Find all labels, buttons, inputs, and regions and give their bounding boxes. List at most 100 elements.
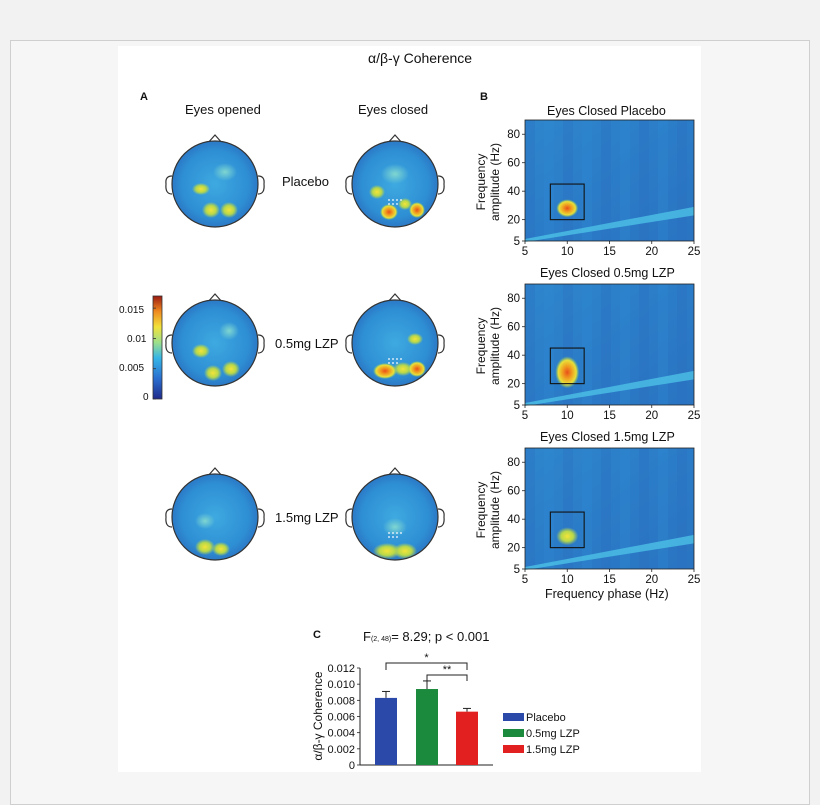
head-ear-left <box>345 508 353 528</box>
col-label-eyes-closed: Eyes closed <box>358 102 429 117</box>
cluster-dot <box>392 536 394 538</box>
topomap-hotspot <box>393 362 413 376</box>
roi-box <box>549 183 585 221</box>
x-tick-label: 25 <box>688 574 701 586</box>
x-tick-label: 20 <box>645 574 658 586</box>
y-tick-label: 5 <box>514 236 520 248</box>
comodulogram: 80 60 40 20 55 10 15 20 25 Frequency amplitude (Hz… <box>474 447 701 586</box>
cluster-dot <box>388 203 390 205</box>
sig-inner-label: ** <box>443 664 452 676</box>
x-tick-label: 25 <box>688 246 701 258</box>
head-surface <box>172 474 258 560</box>
y-tick-label: 5 <box>514 564 520 576</box>
y-tick-label: 40 <box>507 186 520 198</box>
topomap-head <box>345 293 445 387</box>
y-tick-label: 20 <box>507 543 520 555</box>
spec-title-placebo: Eyes Closed Placebo <box>547 104 666 118</box>
topomaps <box>165 134 445 561</box>
sig-bracket-inner <box>426 674 468 681</box>
legend-swatch <box>503 713 524 721</box>
coupling-hotspot <box>556 199 579 218</box>
panel-c-letter: C <box>313 629 321 641</box>
comodulogram-texture <box>582 120 592 241</box>
sig-bracket-outer <box>385 662 468 670</box>
col-label-eyes-opened: Eyes opened <box>185 102 261 117</box>
colorbar-tick-0015: 0.015 <box>119 305 145 316</box>
y-axis-label-line1: Frequency <box>474 318 488 375</box>
x-tick-label: 5 <box>522 410 528 422</box>
head-outline <box>171 299 259 387</box>
x-tick-label: 10 <box>561 246 574 258</box>
anova-stat-value: = 8.29; p < 0.001 <box>391 629 490 644</box>
head-ear-left <box>165 508 173 528</box>
bar-y-tick-label: 0.010 <box>327 679 355 691</box>
head-outline <box>171 140 259 228</box>
y-tick-label: 40 <box>507 514 520 526</box>
bar-y-tick-label: 0.006 <box>327 712 355 724</box>
topomap-hotspot <box>212 542 230 556</box>
comodulogram-texture <box>563 120 573 241</box>
cluster-dot <box>392 532 394 534</box>
bar-y-axis-label: α/β-γ Coherence <box>311 671 325 761</box>
y-tick-label: 60 <box>507 158 520 170</box>
cluster-dot <box>400 199 402 201</box>
head-outline <box>351 299 439 387</box>
roi-box <box>549 511 585 549</box>
row-label-placebo: Placebo <box>282 174 329 189</box>
x-tick-label: 20 <box>645 410 658 422</box>
bar <box>375 697 397 765</box>
y-tick-label: 80 <box>507 457 520 469</box>
comodulogram-texture <box>582 284 592 405</box>
comodulogram-texture <box>620 448 630 569</box>
cluster-dot <box>396 358 398 360</box>
comodulogram-texture <box>544 448 554 569</box>
comodulogram: 80 60 40 20 55 10 15 20 25 Frequency amplitude (Hz… <box>474 119 701 258</box>
topomap-hotspot <box>192 183 210 195</box>
topomap-hotspot <box>380 204 398 220</box>
x-tick-label: 10 <box>561 410 574 422</box>
topomap-hotspot <box>192 344 210 358</box>
topomap-hotspot <box>373 363 397 379</box>
cluster-dot <box>396 199 398 201</box>
topomap-hotspot <box>195 539 215 555</box>
head-ear-right <box>437 334 445 354</box>
topomap-hotspot <box>222 361 240 377</box>
anova-stat: F(2, 48)= 8.29; p < 0.001 <box>363 629 490 644</box>
comodulogram-texture <box>658 120 668 241</box>
comodulogram-texture <box>677 448 687 569</box>
bar <box>416 689 438 765</box>
comodulogram-texture <box>620 120 630 241</box>
head-ear-right <box>257 508 265 528</box>
comodulogram-texture <box>582 448 592 569</box>
head-ear-right <box>437 508 445 528</box>
cluster-dot <box>392 199 394 201</box>
comodulogram-texture <box>639 284 649 405</box>
comodulogram-texture <box>601 448 611 569</box>
comodulogram-texture <box>601 284 611 405</box>
cluster-dot <box>392 203 394 205</box>
bar-y-tick-label: 0 <box>349 760 355 772</box>
topomap-head <box>165 134 265 228</box>
coupling-hotspot <box>555 356 580 389</box>
panel-a-letter: A <box>140 91 148 103</box>
comodulogram-texture <box>525 448 535 569</box>
cluster-dot <box>396 532 398 534</box>
comodulogram-texture <box>525 284 535 405</box>
spec-title-05mg: Eyes Closed 0.5mg LZP <box>540 266 675 280</box>
comodulogram-texture <box>620 284 630 405</box>
head-ear-right <box>257 334 265 354</box>
head-ear-right <box>257 175 265 195</box>
y-tick-label: 60 <box>507 486 520 498</box>
spec-title-15mg: Eyes Closed 1.5mg LZP <box>540 430 675 444</box>
y-tick-label: 60 <box>507 322 520 334</box>
bar-y-tick-label: 0.002 <box>327 744 355 756</box>
x-tick-label: 15 <box>603 246 616 258</box>
row-label-05mg: 0.5mg LZP <box>275 336 339 351</box>
bar <box>456 711 478 765</box>
topomap-head <box>345 467 445 561</box>
topomap-hotspot <box>220 202 238 218</box>
cluster-dot <box>392 358 394 360</box>
legend-swatch <box>503 729 524 737</box>
